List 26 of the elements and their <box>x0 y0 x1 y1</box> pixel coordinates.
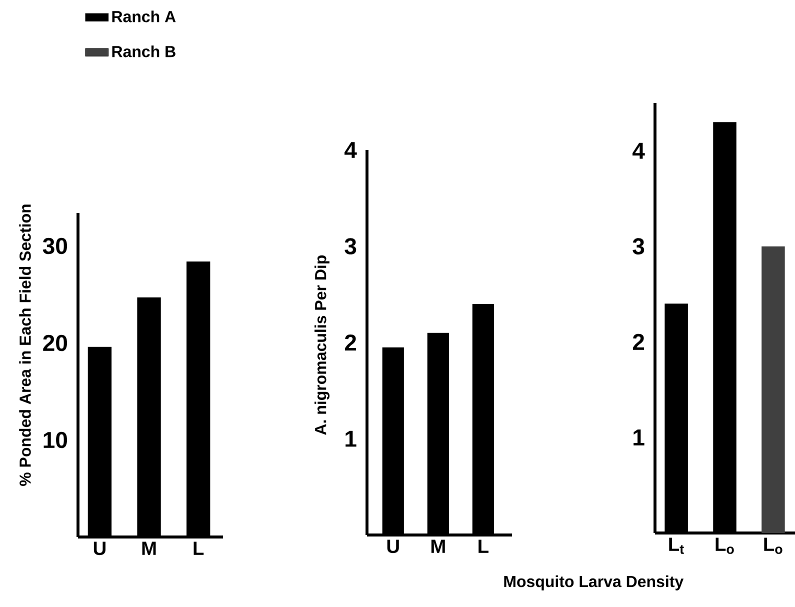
y-tick-label: 2 <box>344 334 356 351</box>
legend-label: Ranch A <box>112 10 176 22</box>
x-tick-label: U <box>94 542 106 556</box>
x-tick-label: L <box>194 542 204 555</box>
x-axis-title: Mosquito Larva Density <box>504 575 684 590</box>
y-tick-label: 2 <box>632 334 644 350</box>
x-tick-label: M <box>431 540 445 553</box>
x-tick-label: L <box>478 540 488 553</box>
y-axis-title: A. nigromaculis Per Dip <box>314 255 330 435</box>
y-tick-label: 4 <box>632 142 645 159</box>
x-tick-label: U <box>387 540 399 554</box>
y-tick-label: 10 <box>44 432 68 448</box>
x-tick-label: L$_{t}$ <box>669 538 684 554</box>
y-tick-label: 30 <box>42 238 68 254</box>
x-tick-label: L$_{o}$ <box>764 538 782 554</box>
y-tick-label: 4 <box>344 142 357 158</box>
x-tick-label: L$_{o}$ <box>716 538 734 554</box>
bar <box>762 246 785 533</box>
y-tick-label: 1 <box>346 430 356 447</box>
y-tick-label: 20 <box>43 334 68 352</box>
x-tick-label: M <box>142 542 156 555</box>
y-tick-label: 1 <box>634 430 644 446</box>
legend-label: Ranch B <box>112 46 176 58</box>
y-tick-label: 3 <box>344 238 356 254</box>
y-tick-label: 3 <box>632 238 644 254</box>
y-axis-title: % Ponded Area in Each Field Section <box>19 204 31 486</box>
